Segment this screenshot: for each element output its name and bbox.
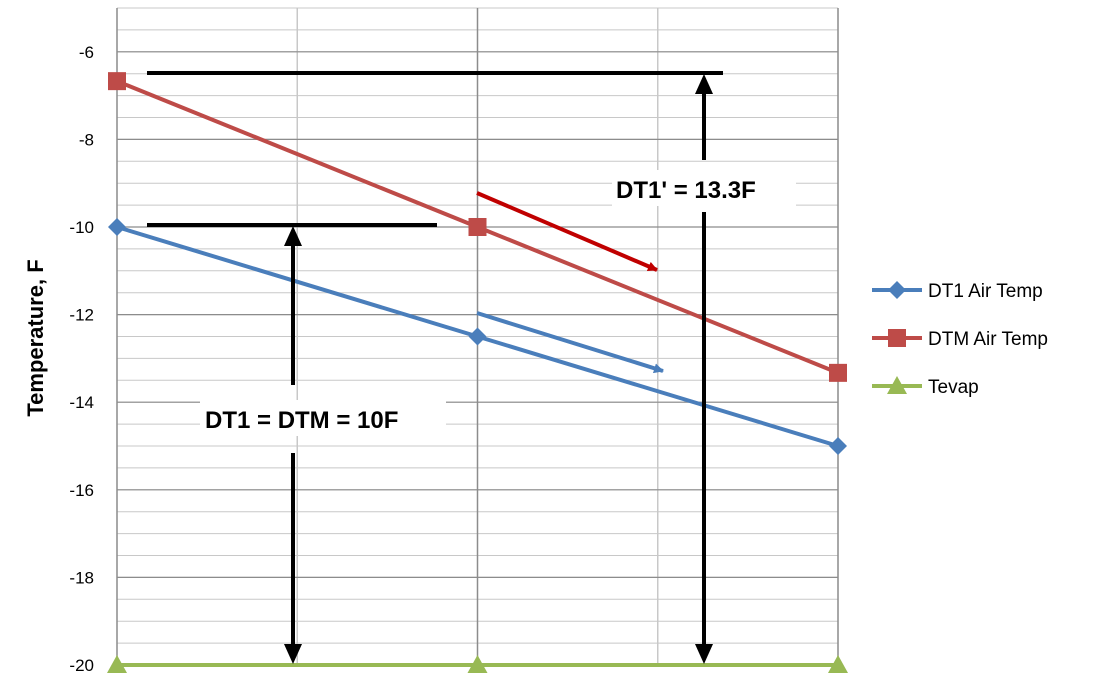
annotation-bg-dt1 — [200, 400, 446, 436]
triangle-marker — [828, 655, 848, 673]
legend-label: DTM Air Temp — [928, 329, 1048, 350]
legend-label: DT1 Air Temp — [928, 281, 1043, 302]
y-tick-label: -12 — [69, 306, 94, 325]
annotation-dt1-prime: DT1' = 13.3F — [616, 177, 756, 204]
y-tick-label: -8 — [79, 130, 94, 149]
annotation-graphics — [147, 71, 723, 664]
diamond-marker — [888, 281, 906, 299]
square-marker — [888, 329, 906, 347]
blue-trend-arrow — [476, 311, 664, 374]
y-tick-label: -18 — [69, 568, 94, 587]
dt1prime-arrowhead-up — [695, 74, 713, 94]
y-axis-label: Temperature, F — [23, 259, 48, 416]
diamond-marker — [468, 327, 487, 346]
y-tick-label: -10 — [69, 218, 94, 237]
triangle-marker — [887, 376, 907, 394]
legend: DT1 Air Temp DTM Air Temp Tevap — [872, 281, 1048, 398]
triangle-marker — [467, 655, 488, 673]
legend-label: Tevap — [928, 377, 979, 398]
square-marker — [829, 363, 847, 382]
dt1-arrowhead-down — [284, 644, 302, 664]
diamond-marker — [108, 218, 126, 236]
y-tick-label: -20 — [69, 656, 94, 675]
y-tick-labels: -6 -8 -10 -12 -14 -16 -18 -20 — [69, 43, 94, 675]
annotation-dt1-dtm: DT1 = DTM = 10F — [205, 407, 398, 434]
red-trend-arrow — [476, 191, 658, 272]
square-marker — [108, 72, 126, 91]
dt1prime-arrowhead-down — [695, 644, 713, 664]
triangle-marker — [107, 655, 127, 673]
diamond-marker — [829, 437, 847, 455]
y-tick-label: -14 — [69, 393, 94, 412]
series-lines — [107, 72, 848, 673]
square-marker — [468, 218, 487, 236]
y-tick-label: -16 — [69, 481, 94, 500]
y-tick-label: -6 — [79, 43, 94, 62]
dt1-arrowhead-up — [284, 226, 302, 246]
annotation-bg-dt1prime — [612, 170, 796, 206]
